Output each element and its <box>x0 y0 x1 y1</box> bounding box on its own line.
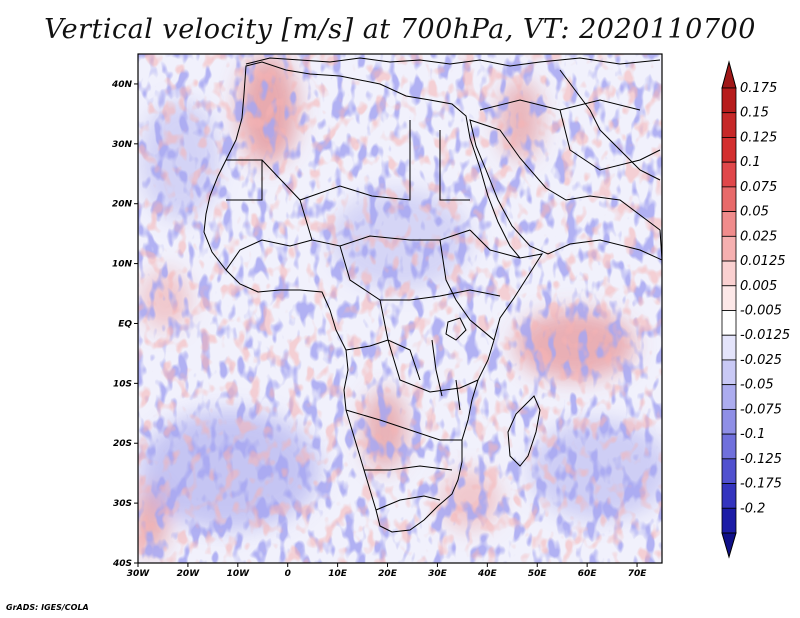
latitude-axis: 40N 30N 20N 10N EQ 10S 20S 30S 40S <box>111 80 138 569</box>
lat-tick-label: 20S <box>113 439 132 449</box>
colorbar-label: 0.1 <box>740 155 761 170</box>
colorbar-swatch <box>721 359 737 386</box>
colorbar-swatch <box>721 211 737 237</box>
colorbar-swatch <box>721 137 737 163</box>
border-east-1 <box>439 239 495 341</box>
border-south-2 <box>364 465 453 471</box>
colorbar-label: 0.175 <box>740 81 777 96</box>
colorbar-label: -0.005 <box>740 304 782 319</box>
lon-tick-label: 70E <box>628 569 648 579</box>
colorbar-label: 0.0125 <box>740 254 786 269</box>
lat-tick-label: 40N <box>111 80 133 90</box>
lat-tick-label: 10S <box>113 379 132 389</box>
arabia-coastline <box>469 119 662 261</box>
lake-tanganyika-malawi <box>431 339 461 411</box>
colorbar-label: -0.125 <box>740 452 782 467</box>
map-frame <box>137 53 663 564</box>
map-plot-area: 40N 30N 20N 10N EQ 10S 20S 30S 40S 30W 20W 10W 0 10E… <box>111 53 663 579</box>
border-iran <box>559 109 661 171</box>
coastlines-and-borders <box>203 57 662 533</box>
colorbar-label: 0.005 <box>740 279 777 294</box>
lat-tick-label: 30S <box>113 499 132 509</box>
lon-tick-label: 20W <box>177 569 201 579</box>
border-south-1 <box>345 409 462 441</box>
border-central-1 <box>339 245 501 301</box>
colorbar-label: 0.125 <box>740 130 777 145</box>
lon-tick-label: 20E <box>378 569 398 579</box>
colorbar-swatch <box>721 285 737 311</box>
colorbar-swatch <box>721 458 737 484</box>
lon-tick-label: 50E <box>528 569 548 579</box>
lake-victoria <box>445 317 467 341</box>
border-sahel-west <box>226 159 263 201</box>
colorbar-swatch <box>721 507 737 534</box>
velocity-field <box>138 54 662 563</box>
colorbar-label: -0.1 <box>740 427 765 442</box>
colorbar-label: -0.0125 <box>740 328 790 343</box>
colorbar-swatch <box>721 235 737 262</box>
colorbar-swatch <box>721 433 737 460</box>
colorbar-label: -0.025 <box>740 353 782 368</box>
lon-tick-label: 60E <box>578 569 598 579</box>
border-central-2 <box>379 299 479 393</box>
colorbar: 0.175 0.15 0.125 0.1 0.075 0.05 0.025 0.0125 0.0… <box>721 60 790 559</box>
colorbar-swatch <box>721 161 737 188</box>
colorbar-swatch <box>721 186 737 213</box>
border-horn <box>469 229 521 259</box>
lat-tick-label: 10N <box>112 260 133 270</box>
colorbar-top-arrow <box>721 60 737 89</box>
lon-tick-label: 30E <box>428 569 448 579</box>
colorbar-label: -0.2 <box>740 501 765 516</box>
border-south-3 <box>375 495 441 511</box>
lon-tick-label: 30W <box>127 569 151 579</box>
colorbar-swatch <box>721 483 737 509</box>
colorbar-swatch <box>721 112 737 138</box>
lat-tick-label: 30N <box>112 140 133 150</box>
longitude-axis: 30W 20W 10W 0 10E 20E 30E 40E 50E 60E 70E <box>127 563 647 579</box>
border-congo <box>345 339 421 381</box>
colorbar-label: -0.175 <box>740 477 782 492</box>
lat-tick-label: EQ <box>118 319 132 329</box>
colorbar-swatch <box>721 260 737 287</box>
colorbar-label: 0.05 <box>740 205 769 220</box>
colorbar-swatch <box>721 408 737 435</box>
caspian-and-persian-coast <box>559 69 661 181</box>
lon-tick-label: 40E <box>477 569 498 579</box>
lon-tick-label: 10W <box>227 569 251 579</box>
colorbar-swatch <box>721 310 737 336</box>
colorbar-label: -0.075 <box>740 402 782 417</box>
lat-tick-label: 40S <box>112 559 132 569</box>
colorbar-swatch <box>721 334 737 361</box>
lat-tick-label: 20N <box>112 200 133 210</box>
colorbar-label: 0.075 <box>740 180 777 195</box>
europe-coastline <box>245 57 661 67</box>
footer-credit: GrADS: IGES/COLA <box>6 603 89 612</box>
colorbar-bottom-arrow <box>721 532 737 559</box>
colorbar-label: -0.05 <box>740 378 774 393</box>
border-nile <box>439 130 470 201</box>
ascent-texture <box>138 54 662 563</box>
colorbar-swatch <box>721 384 737 410</box>
colorbar-label: 0.025 <box>740 229 777 244</box>
border-west-africa <box>225 239 313 271</box>
colorbar-label: 0.15 <box>740 106 769 121</box>
chart-title: Vertical velocity [m/s] at 700hPa, VT: 2… <box>44 14 756 45</box>
lon-tick-label: 10E <box>328 569 348 579</box>
madagascar-coastline <box>507 395 541 467</box>
lon-tick-label: 0 <box>285 569 291 579</box>
colorbar-swatch <box>721 87 737 114</box>
